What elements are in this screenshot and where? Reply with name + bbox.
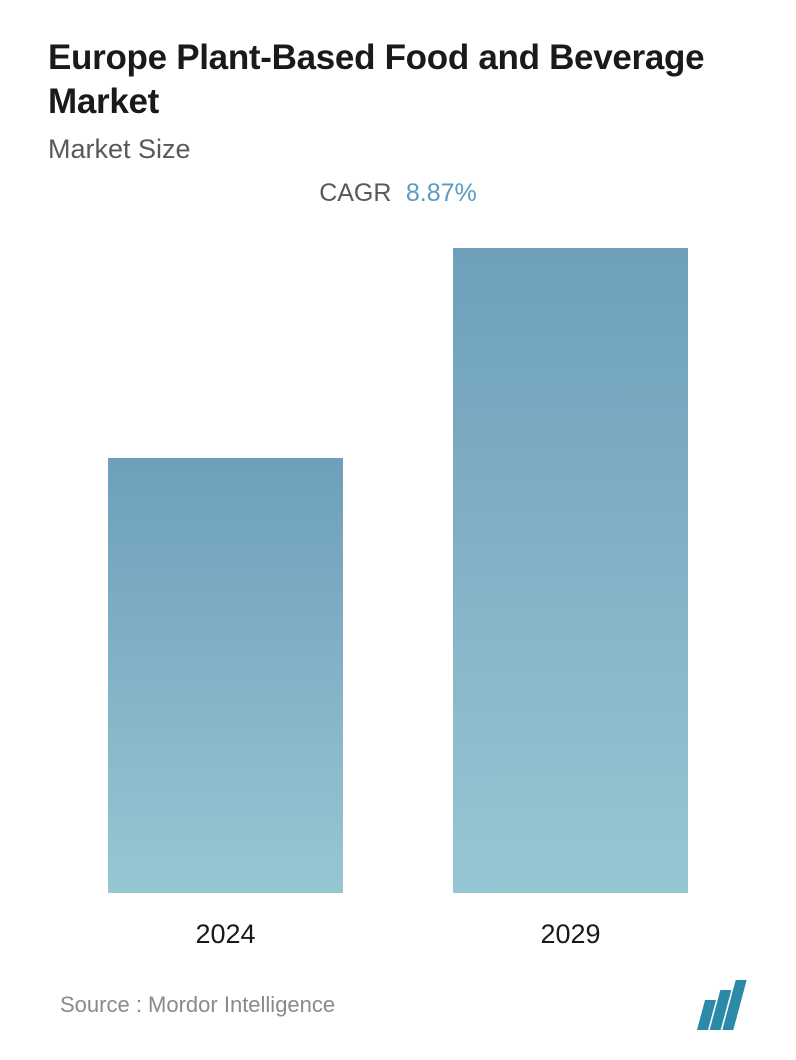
bar-label-2029: 2029 [540,919,600,950]
cagr-label: CAGR [319,179,391,207]
chart-subtitle: Market Size [48,134,748,165]
chart-container: Europe Plant-Based Food and Beverage Mar… [0,0,796,1034]
bar-chart: 2024 2029 [48,248,748,980]
bar-2024 [108,458,343,893]
bar-group-2024: 2024 [108,458,343,950]
cagr-value: 8.87% [406,179,477,207]
footer: Source : Mordor Intelligence [48,980,748,1060]
source-text: Source : Mordor Intelligence [60,992,335,1018]
bar-label-2024: 2024 [195,919,255,950]
bar-2029 [453,248,688,893]
mordor-logo-icon [701,980,740,1030]
cagr-row: CAGR 8.87% [48,179,748,208]
bar-group-2029: 2029 [453,248,688,950]
chart-title: Europe Plant-Based Food and Beverage Mar… [48,36,748,124]
